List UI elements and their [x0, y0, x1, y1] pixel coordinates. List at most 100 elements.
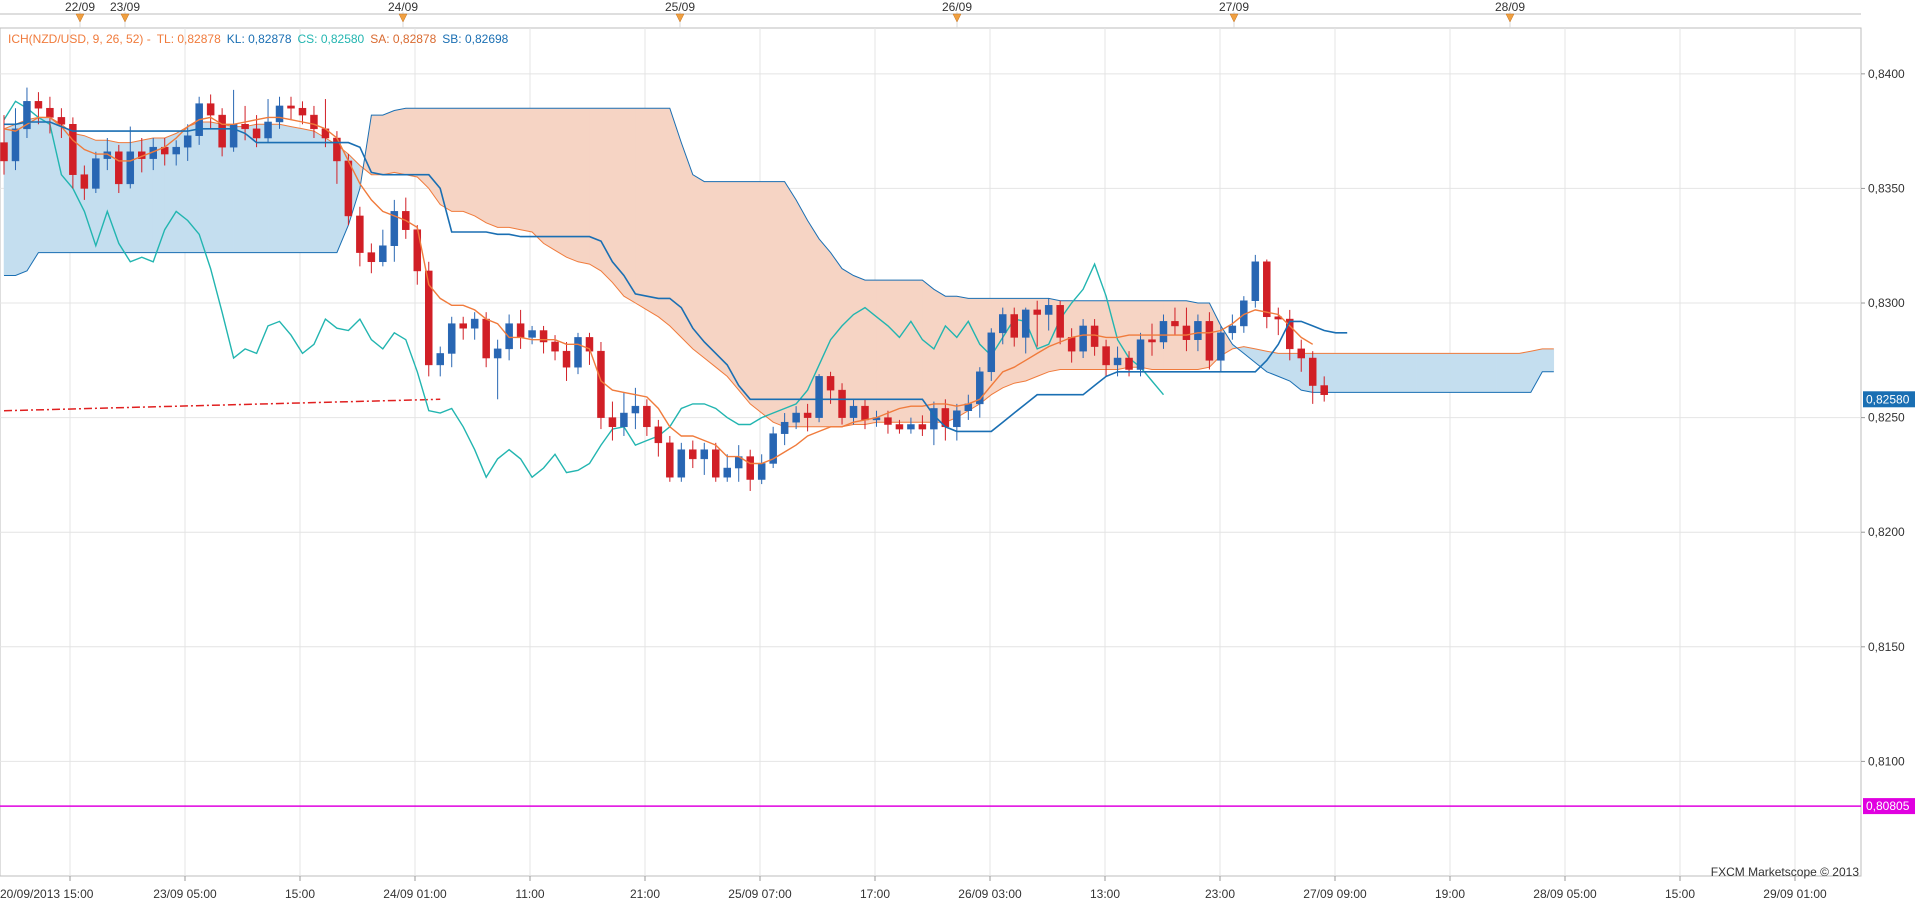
date-marker-label: 25/09 [665, 0, 695, 14]
x-tick-label: 19:00 [1435, 887, 1465, 901]
candle-body [126, 151, 135, 185]
candle-body [425, 270, 433, 366]
candle-body [287, 105, 295, 109]
date-marker-triangle [675, 13, 685, 23]
x-tick-label: 25/09 07:00 [728, 887, 792, 901]
candle-body [1056, 305, 1064, 338]
cloud-segment [1542, 348, 1555, 373]
cloud-segment [1427, 353, 1440, 393]
candle-body [11, 128, 20, 162]
cloud-segment [394, 107, 407, 175]
indicator-legend: ICH(NZD/USD, 9, 26, 52) - TL: 0,82878 KL: … [8, 32, 514, 46]
cloud-segment [635, 107, 648, 311]
candle-body [1125, 357, 1133, 370]
candle-body [1320, 385, 1328, 395]
cloud-segment [279, 123, 292, 253]
cloud-segment [956, 295, 969, 419]
candle-body [976, 371, 984, 405]
candle-body [849, 405, 858, 418]
y-tick-label: 0,8300 [1868, 296, 1905, 310]
candle-body [907, 424, 915, 430]
cloud-segment [1507, 353, 1520, 393]
candle-body [1263, 261, 1271, 318]
date-marker-label: 24/09 [388, 0, 418, 14]
cloud-segment [462, 107, 475, 217]
cloud-segment [623, 107, 636, 304]
candle-body [780, 421, 789, 434]
legend-indicator-name: ICH(NZD/USD, 9, 26, 52) - [8, 32, 151, 46]
date-marker-triangle [398, 13, 408, 23]
candle-body [838, 389, 846, 418]
legend-sb: SB: 0,82698 [442, 32, 509, 46]
date-marker-triangle [1505, 13, 1515, 23]
candle-body [1148, 339, 1156, 343]
candle-body [585, 337, 594, 352]
candle-body [23, 101, 31, 130]
candle-body [470, 318, 479, 329]
x-tick-label: 23/09 05:00 [153, 887, 217, 901]
cloud-segment [313, 130, 326, 253]
cloud-segment [899, 279, 912, 423]
candle-body [654, 426, 663, 444]
candle-body [0, 142, 8, 162]
y-tick-label: 0,8200 [1868, 525, 1905, 539]
legend-sa: SA: 0,82878 [370, 32, 437, 46]
candle-body [826, 376, 835, 391]
x-tick-label: 26/09 03:00 [958, 887, 1022, 901]
cloud-segment [658, 107, 671, 327]
date-header [0, 0, 1861, 14]
date-marker-triangle [120, 13, 130, 23]
cloud-segment [1473, 353, 1486, 393]
candle-body [987, 332, 996, 373]
cloud-segment [1358, 353, 1371, 393]
copyright-text: FXCM Marketscope © 2013 [1710, 865, 1859, 879]
candle-body [689, 449, 697, 460]
candle-body [1010, 314, 1018, 338]
cloud-segment [554, 107, 567, 258]
cloud-segment [749, 181, 762, 414]
candle-body [1286, 318, 1294, 350]
candle-body [608, 417, 617, 428]
candle-body [539, 330, 548, 343]
cloud-segment [933, 288, 946, 423]
date-marker-triangle [75, 13, 85, 23]
cloud-segment [38, 117, 51, 253]
candle-body [229, 124, 238, 148]
candle-body [92, 158, 100, 189]
candle-body [803, 412, 812, 418]
candle-body [1251, 261, 1260, 301]
candle-body [115, 151, 123, 185]
trendline [3, 398, 441, 412]
candle-body [413, 229, 422, 272]
candle-body [562, 350, 571, 368]
cloud-segment [1369, 353, 1382, 393]
cloud-segment [910, 279, 923, 423]
cloud-segment [577, 107, 590, 265]
candle-body [1194, 321, 1202, 340]
cloud-segment [726, 181, 739, 391]
cloud-segment [704, 181, 717, 368]
date-marker-label: 27/09 [1219, 0, 1249, 14]
candle-body [344, 160, 353, 217]
cloud-segment [589, 107, 602, 272]
candle-body [1021, 309, 1030, 338]
tenkan-line [3, 116, 1314, 465]
x-tick-label: 15:00 [1665, 887, 1695, 901]
x-tick-label: 21:00 [630, 887, 660, 901]
candle-body [69, 124, 77, 175]
candle-body [1044, 305, 1053, 315]
cloud-segment [1346, 353, 1359, 393]
cloud-segment [474, 107, 487, 224]
cloud-segment [772, 181, 785, 428]
candle-body [792, 412, 800, 423]
candle-body [1113, 357, 1122, 366]
candle-body [310, 114, 318, 130]
candle-body [1228, 325, 1237, 334]
candle-body [172, 146, 180, 155]
cloud-segment [302, 128, 315, 253]
x-tick-label: 20/09/2013 15:00 [0, 887, 94, 901]
candle-body [1102, 346, 1110, 366]
cloud-segment [520, 107, 533, 233]
